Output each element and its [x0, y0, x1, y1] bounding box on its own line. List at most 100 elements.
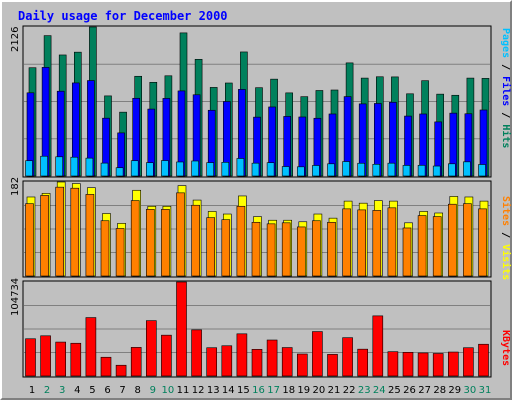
day-label: 24	[373, 385, 386, 396]
sites-bar	[55, 186, 65, 277]
kbytes-bar	[85, 317, 97, 377]
kbytes-bar	[191, 329, 202, 377]
day-label: 3	[59, 385, 65, 396]
kbytes-bar	[478, 343, 489, 377]
kbytes-bar	[25, 338, 36, 377]
x-axis-day-labels: 1 2 3 4 5 6 7 8 9 10 11 12 13 14 15 16 17 18 19 20 21 22 23 24 2…	[29, 385, 492, 396]
day-label: 19	[297, 385, 310, 396]
day-label: 21	[328, 385, 341, 396]
kbytes-bar	[266, 339, 278, 377]
pages-bar	[161, 160, 169, 177]
day-label: 5	[89, 385, 95, 396]
pages-bar	[281, 166, 290, 177]
bar-marks	[25, 26, 490, 377]
sites-bar	[236, 205, 246, 277]
sites-bar	[357, 209, 367, 277]
day-label: 6	[104, 385, 110, 396]
kbytes-bar	[296, 353, 308, 377]
day-label: 2	[44, 385, 50, 396]
pages-bar	[40, 155, 48, 177]
kbytes-bar	[130, 347, 142, 377]
kbytes-bar	[281, 347, 293, 377]
pages-bar	[115, 167, 124, 177]
kbytes-bar	[447, 351, 459, 377]
kbytes-bar	[312, 331, 323, 377]
pages-bar	[100, 162, 109, 177]
kbytes-bar	[251, 349, 263, 377]
legend-kbytes: KBytes	[500, 330, 511, 366]
pages-bar	[55, 156, 64, 177]
sites-bar	[387, 207, 397, 277]
kbytes-bar	[417, 352, 429, 377]
day-label: 22	[343, 385, 356, 396]
legend-visits: Visits	[500, 244, 512, 280]
sites-bar	[463, 203, 472, 277]
sites-bar	[281, 222, 291, 277]
pages-bar	[130, 160, 139, 177]
top-panel-max-label: 2126	[10, 27, 21, 52]
middle-panel-max-label: 182	[10, 177, 21, 196]
kbytes-bar	[115, 364, 127, 377]
pages-bar	[176, 161, 184, 177]
sites-bar	[251, 221, 261, 277]
legend-files: Files	[500, 76, 512, 106]
legend-sites: Sites	[500, 196, 512, 226]
day-label: 18	[282, 385, 295, 396]
day-label: 28	[433, 385, 446, 396]
sites-bar	[266, 223, 276, 277]
sites-bar	[115, 228, 125, 277]
pages-bar	[432, 165, 441, 177]
sites-bar	[40, 195, 49, 277]
sites-bar	[100, 220, 110, 277]
pages-bar	[402, 165, 411, 177]
sites-bar	[417, 215, 427, 277]
day-label: 9	[150, 385, 156, 396]
sites-bar	[432, 216, 442, 277]
sites-bar	[372, 210, 382, 277]
sites-bar	[312, 220, 321, 277]
kbytes-bar	[387, 351, 399, 377]
legend-pages: Pages	[500, 28, 511, 58]
kbytes-bar	[221, 345, 233, 377]
pages-bar	[342, 161, 350, 177]
day-label: 4	[74, 385, 80, 396]
sites-bar	[161, 209, 170, 277]
day-label: 25	[388, 385, 401, 396]
pages-bar	[296, 166, 305, 177]
sites-bar	[221, 219, 231, 277]
day-label: 10	[162, 385, 175, 396]
kbytes-bar	[146, 320, 157, 377]
pages-bar	[206, 162, 214, 177]
bottom-panel-max-label: 104734	[10, 278, 21, 316]
sites-bar	[478, 208, 487, 277]
kbytes-bar	[236, 333, 248, 377]
kbytes-bar	[55, 341, 67, 377]
middle-panel-legend: Sites / Visits	[500, 196, 512, 280]
kbytes-bar	[402, 352, 414, 377]
pages-bar	[357, 162, 366, 177]
day-label: 14	[222, 385, 235, 396]
day-label: 27	[418, 385, 431, 396]
kbytes-bar	[463, 347, 474, 377]
pages-bar	[312, 165, 320, 177]
day-label: 17	[267, 385, 280, 396]
pages-bar	[372, 163, 381, 177]
top-panel-legend: Pages / Files / Hits	[500, 28, 512, 148]
sites-bar	[85, 194, 95, 277]
sites-bar	[146, 209, 155, 277]
pages-bar	[25, 160, 33, 177]
pages-bar	[146, 162, 154, 177]
sites-bar	[327, 221, 336, 277]
pages-bar	[447, 163, 456, 177]
kbytes-bar	[40, 335, 51, 377]
sites-bar	[447, 203, 457, 277]
kbytes-bar	[176, 281, 187, 377]
day-label: 8	[135, 385, 141, 396]
kbytes-bar	[161, 334, 172, 377]
kbytes-bar	[100, 356, 112, 377]
day-label: 20	[313, 385, 326, 396]
sites-bar	[191, 204, 200, 277]
pages-bar	[236, 158, 245, 177]
pages-bar	[266, 162, 275, 177]
